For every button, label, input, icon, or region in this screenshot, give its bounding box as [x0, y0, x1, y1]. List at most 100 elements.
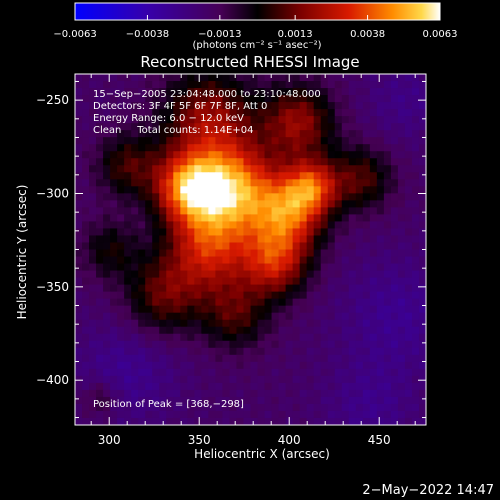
image-pixel	[383, 228, 392, 236]
image-pixel	[383, 340, 392, 349]
image-pixel	[131, 165, 139, 173]
image-pixel	[75, 172, 83, 180]
image-pixel	[173, 312, 181, 321]
image-pixel	[152, 389, 160, 398]
image-pixel	[75, 354, 83, 363]
image-pixel	[110, 312, 118, 321]
image-pixel	[278, 333, 286, 342]
image-pixel	[152, 368, 160, 377]
image-pixel	[82, 298, 90, 307]
image-pixel	[341, 116, 350, 124]
image-pixel	[320, 200, 329, 208]
image-pixel	[285, 312, 294, 321]
image-pixel	[194, 277, 202, 285]
image-pixel	[285, 207, 294, 215]
image-pixel	[404, 284, 413, 293]
image-pixel	[124, 102, 132, 110]
image-pixel	[264, 333, 272, 342]
image-pixel	[320, 88, 329, 96]
image-pixel	[236, 200, 244, 208]
image-pixel	[103, 214, 111, 222]
image-pixel	[145, 123, 153, 131]
image-pixel	[278, 95, 286, 103]
image-pixel	[404, 368, 413, 377]
image-pixel	[383, 95, 392, 103]
image-pixel	[271, 354, 279, 363]
image-pixel	[229, 396, 237, 405]
image-pixel	[264, 312, 272, 321]
image-pixel	[75, 88, 83, 96]
image-pixel	[173, 298, 181, 307]
image-pixel	[110, 277, 118, 285]
image-pixel	[145, 277, 153, 285]
image-pixel	[271, 298, 279, 307]
image-pixel	[243, 403, 251, 412]
image-pixel	[208, 382, 216, 391]
image-pixel	[180, 284, 188, 293]
image-pixel	[264, 410, 272, 419]
image-pixel	[222, 137, 230, 145]
image-pixel	[180, 137, 188, 145]
image-pixel	[145, 207, 153, 215]
image-pixel	[152, 158, 160, 166]
image-pixel	[376, 326, 385, 335]
image-pixel	[278, 116, 286, 124]
image-pixel	[187, 319, 195, 328]
image-pixel	[390, 200, 399, 208]
image-pixel	[124, 214, 132, 222]
image-pixel	[208, 95, 216, 103]
image-pixel	[82, 221, 90, 229]
image-pixel	[404, 340, 413, 349]
image-pixel	[229, 137, 237, 145]
image-pixel	[418, 270, 427, 278]
image-pixel	[75, 242, 83, 250]
image-pixel	[215, 172, 223, 180]
image-pixel	[334, 326, 343, 335]
image-pixel	[96, 186, 104, 194]
image-pixel	[124, 368, 132, 377]
image-pixel	[208, 165, 216, 173]
image-pixel	[327, 277, 336, 285]
image-pixel	[250, 403, 258, 412]
image-pixel	[397, 172, 406, 180]
image-pixel	[215, 151, 223, 159]
image-pixel	[229, 200, 237, 208]
image-pixel	[173, 123, 181, 131]
image-pixel	[215, 123, 223, 131]
image-pixel	[383, 179, 392, 187]
image-pixel	[173, 284, 181, 293]
image-pixel	[369, 375, 378, 384]
image-pixel	[152, 263, 160, 271]
image-pixel	[152, 319, 160, 328]
image-pixel	[257, 417, 265, 426]
image-pixel	[306, 109, 315, 117]
image-pixel	[292, 81, 301, 89]
image-pixel	[117, 242, 125, 250]
image-pixel	[173, 235, 181, 243]
image-pixel	[131, 410, 139, 419]
image-pixel	[334, 312, 343, 321]
image-pixel	[362, 361, 371, 370]
image-pixel	[271, 179, 279, 187]
image-pixel	[383, 144, 392, 152]
image-pixel	[320, 95, 329, 103]
image-pixel	[334, 375, 343, 384]
image-pixel	[152, 130, 160, 138]
image-pixel	[306, 326, 315, 335]
image-pixel	[285, 270, 294, 278]
image-pixel	[278, 319, 286, 328]
image-pixel	[257, 137, 265, 145]
image-pixel	[82, 291, 90, 300]
image-pixel	[334, 116, 343, 124]
image-pixel	[110, 375, 118, 384]
image-pixel	[271, 326, 279, 335]
image-pixel	[306, 95, 315, 103]
image-pixel	[341, 200, 350, 208]
image-pixel	[180, 382, 188, 391]
image-pixel	[222, 403, 230, 412]
image-pixel	[271, 417, 279, 426]
image-pixel	[369, 361, 378, 370]
image-pixel	[292, 319, 301, 328]
image-pixel	[124, 172, 132, 180]
image-pixel	[173, 270, 181, 278]
